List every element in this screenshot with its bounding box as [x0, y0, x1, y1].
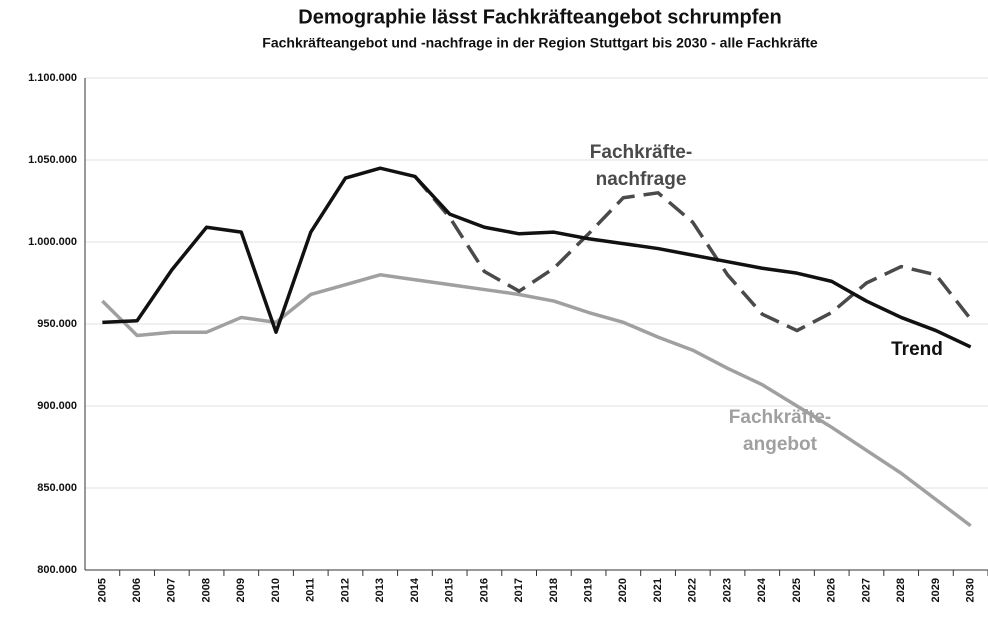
x-tick-label: 2012: [339, 578, 351, 602]
line-series: [101, 273, 972, 528]
x-tick-label: 2014: [409, 577, 421, 602]
x-tick-label: 2015: [444, 578, 456, 602]
chart-subtitle: Fachkräfteangebot und -nachfrage in der …: [262, 35, 818, 51]
x-tick-label: 2011: [305, 578, 317, 602]
x-tick-label: 2018: [548, 578, 560, 602]
x-tick-label: 2024: [756, 577, 768, 602]
x-tick-label: 2022: [687, 578, 699, 602]
x-tick-label: 2013: [374, 578, 386, 602]
x-tick-label: 2020: [617, 578, 629, 602]
x-tick-label: 2017: [513, 578, 525, 602]
y-tick-label: 950.000: [37, 318, 77, 330]
x-tick-label: 2005: [96, 578, 108, 602]
x-tick-label: 2006: [131, 578, 143, 602]
annotation: nachfrage: [596, 169, 687, 190]
x-tick-label: 2025: [791, 578, 803, 602]
annotation: Fachkräfte-: [729, 407, 831, 428]
x-tick-label: 2008: [200, 578, 212, 602]
y-tick-label: 900.000: [37, 400, 77, 412]
annotation: Fachkräfte-: [590, 142, 692, 163]
x-tick-label: 2007: [166, 578, 178, 602]
chart-title: Demographie lässt Fachkräfteangebot schr…: [298, 6, 781, 28]
line-series: [413, 175, 973, 333]
annotation: Trend: [891, 339, 943, 360]
x-tick-label: 2016: [478, 578, 490, 602]
x-tick-label: 2026: [826, 578, 838, 602]
y-tick-label: 1.050.000: [28, 154, 77, 166]
x-tick-label: 2021: [652, 578, 664, 602]
y-tick-label: 800.000: [37, 564, 77, 576]
x-tick-label: 2019: [583, 578, 595, 602]
x-tick-label: 2010: [270, 578, 282, 602]
x-tick-label: 2030: [965, 578, 977, 602]
y-tick-label: 850.000: [37, 482, 77, 494]
x-tick-label: 2028: [895, 578, 907, 602]
x-tick-label: 2029: [930, 578, 942, 602]
x-tick-label: 2027: [860, 578, 872, 602]
annotation: angebot: [743, 434, 818, 455]
y-tick-label: 1.100.000: [28, 72, 77, 84]
line-series: [102, 166, 972, 349]
x-tick-label: 2023: [721, 578, 733, 602]
x-tick-label: 2009: [235, 578, 247, 602]
y-tick-label: 1.000.000: [28, 236, 77, 248]
